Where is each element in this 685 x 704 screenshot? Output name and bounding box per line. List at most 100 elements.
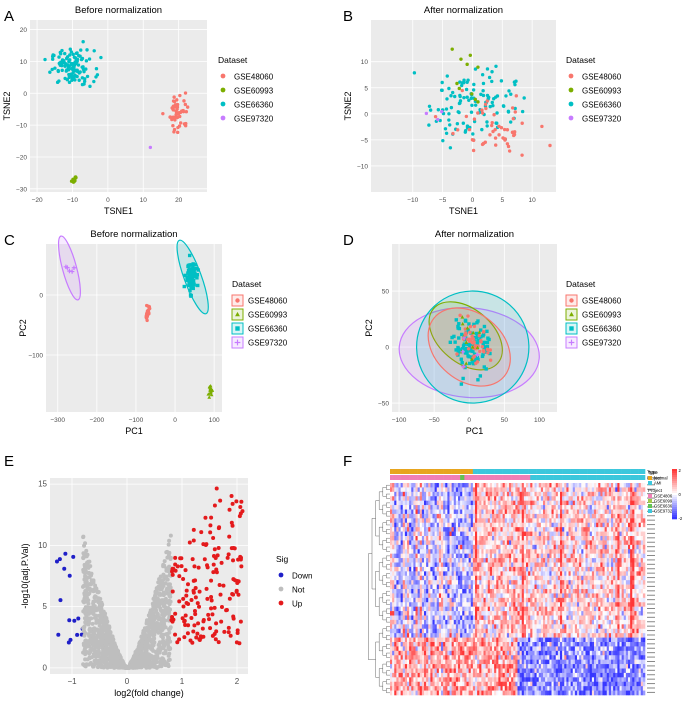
- heatmap-cell: [462, 536, 465, 541]
- heatmap-cell: [481, 487, 484, 493]
- heatmap-cell: [521, 509, 525, 515]
- data-point: [175, 115, 180, 120]
- heatmap-cell: [619, 531, 622, 537]
- heatmap-cell: [426, 562, 429, 568]
- data-point: [192, 564, 197, 569]
- heatmap-cell: [513, 496, 516, 501]
- data-point: [480, 111, 485, 115]
- heatmap-cell: [462, 562, 465, 568]
- type-annotation-cell: [430, 469, 433, 474]
- heatmap-cell: [570, 483, 574, 488]
- data-point: [467, 342, 472, 347]
- heatmap-cell: [521, 544, 525, 550]
- heatmap-cell: [430, 487, 433, 493]
- legend-key: [220, 73, 226, 79]
- heatmap-cell: [540, 518, 544, 524]
- heatmap-cell: [587, 483, 591, 488]
- heatmap-cell: [411, 496, 414, 501]
- heatmap-cell: [400, 558, 404, 563]
- heatmap-cell: [504, 544, 508, 550]
- data-point: [209, 386, 213, 390]
- heatmap-cell: [560, 549, 563, 554]
- project-annotation-cell: [417, 475, 421, 480]
- heatmap-cell: [530, 531, 533, 537]
- heatmap-cell: [577, 509, 580, 515]
- x-tick-label: −5: [439, 197, 447, 204]
- project-annotation-cell: [638, 475, 642, 480]
- heatmap-cell: [551, 500, 554, 506]
- heatmap-cell: [540, 527, 544, 532]
- heatmap-cell: [543, 509, 546, 515]
- data-point: [440, 109, 444, 114]
- heatmap-cell: [500, 549, 503, 554]
- heatmap-cell: [430, 527, 433, 532]
- heatmap-cell: [589, 553, 593, 559]
- heatmap-cell: [394, 496, 397, 501]
- heatmap-cell: [615, 509, 618, 515]
- heatmap-cell: [458, 544, 461, 550]
- heatmap-cell: [621, 505, 625, 510]
- heatmap-cell: [619, 500, 622, 506]
- data-point: [520, 121, 524, 125]
- heatmap-cell: [458, 483, 461, 488]
- heatmap-cell: [419, 496, 423, 501]
- heatmap-cell: [468, 558, 472, 563]
- heatmap-cell: [566, 513, 569, 519]
- heatmap-cell: [549, 496, 552, 501]
- data-point: [461, 346, 465, 351]
- data-point: [211, 562, 216, 567]
- data-point: [473, 97, 477, 102]
- heatmap-cell: [434, 491, 438, 497]
- heatmap-cell: [630, 549, 633, 554]
- data-point: [126, 665, 131, 670]
- heatmap-cell: [498, 527, 501, 532]
- heatmap-cell: [390, 536, 393, 541]
- heatmap-cell: [557, 518, 561, 524]
- heatmap-cell: [523, 558, 527, 563]
- heatmap-cell: [445, 553, 448, 559]
- data-point: [83, 77, 87, 81]
- heatmap-cell: [407, 500, 410, 506]
- heatmap-cell: [413, 536, 416, 541]
- heatmap-cell: [496, 483, 499, 488]
- heatmap-cell: [574, 505, 578, 510]
- type-annotation-cell: [625, 469, 629, 474]
- heatmap-cell: [557, 531, 561, 537]
- heatmap-cell: [392, 536, 395, 541]
- heatmap-cell: [628, 531, 631, 537]
- heatmap-cell: [600, 513, 603, 519]
- heatmap-cell: [494, 483, 497, 488]
- heatmap-cell: [596, 540, 599, 546]
- data-point: [471, 330, 476, 335]
- data-point: [448, 146, 453, 150]
- data-point: [182, 635, 187, 640]
- type-annotation-cell: [602, 469, 605, 474]
- heatmap-cell: [560, 558, 563, 563]
- heatmap-cell: [462, 505, 465, 510]
- heatmap-cell: [496, 558, 499, 563]
- project-annotation-cell: [598, 475, 601, 480]
- heatmap-cell: [487, 553, 491, 559]
- heatmap-cell: [466, 487, 469, 493]
- heatmap-cell: [589, 496, 593, 501]
- data-point: [183, 273, 187, 278]
- heatmap-cell: [396, 531, 399, 537]
- heatmap-cell: [475, 522, 478, 528]
- project-annotation-cell: [489, 475, 493, 480]
- heatmap-cell: [413, 509, 416, 515]
- heatmap-cell: [400, 527, 404, 532]
- heatmap-cell: [430, 518, 433, 524]
- heatmap-cell: [611, 540, 614, 546]
- data-point: [217, 582, 222, 587]
- data-point: [195, 272, 200, 277]
- data-point: [224, 608, 229, 613]
- heatmap-cell: [515, 558, 518, 563]
- heatmap-cell: [572, 558, 576, 563]
- heatmap-cell: [557, 527, 561, 532]
- data-point: [189, 278, 194, 283]
- heatmap-cell: [470, 558, 474, 563]
- heatmap-cell: [483, 513, 486, 519]
- data-point: [96, 613, 101, 618]
- heatmap-cell: [415, 558, 418, 563]
- heatmap-cell: [400, 531, 404, 537]
